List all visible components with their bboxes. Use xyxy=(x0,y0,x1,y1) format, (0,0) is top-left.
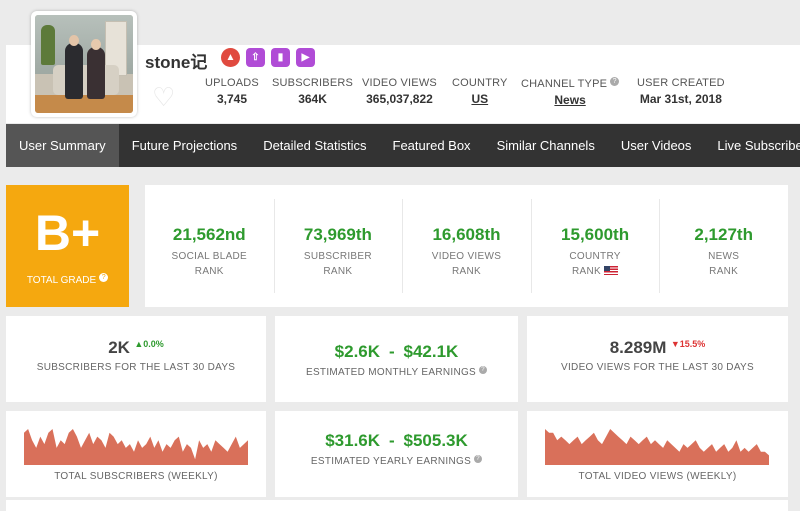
tab-future-projections[interactable]: Future Projections xyxy=(131,138,238,153)
stat-country: COUNTRY US xyxy=(452,77,508,106)
rank-subscriber: 73,969th SUBSCRIBER RANK xyxy=(273,185,403,307)
help-icon[interactable]: ? xyxy=(99,273,109,282)
sparkline-area xyxy=(24,429,248,465)
help-icon[interactable]: ? xyxy=(474,455,483,463)
trend-up-indicator: ▲0.0% xyxy=(134,339,164,349)
video-camera-icon[interactable]: ▶ xyxy=(296,48,315,67)
help-icon[interactable]: ? xyxy=(479,366,488,374)
stat-user-created: USER CREATED Mar 31st, 2018 xyxy=(637,77,725,106)
flame-icon[interactable]: ▲ xyxy=(221,48,240,67)
tab-detailed-statistics[interactable]: Detailed Statistics xyxy=(263,138,367,153)
channel-name: stone记 xyxy=(145,53,208,72)
channel-avatar[interactable] xyxy=(31,11,137,117)
favorite-heart-icon[interactable]: ♡ xyxy=(152,82,176,112)
grade-label: TOTAL GRADE xyxy=(26,275,97,286)
ranks-card: 21,562nd SOCIAL BLADE RANK 73,969th SUBSC… xyxy=(145,185,788,307)
tab-similar-channels[interactable]: Similar Channels xyxy=(496,138,595,153)
tab-user-summary[interactable]: User Summary xyxy=(6,124,119,167)
views-weekly-card: TOTAL VIDEO VIEWS (WEEKLY) xyxy=(527,411,788,497)
subscribers-weekly-card: TOTAL SUBSCRIBERS (WEEKLY) xyxy=(6,411,266,497)
social-badges: ▲ ⇧ ▮ ▶ xyxy=(221,48,315,67)
views-30-days-card: 8.289M ▼15.5% VIDEO VIEWS FOR THE LAST 3… xyxy=(527,316,788,402)
sparkline-area xyxy=(545,429,769,465)
subscribers-sparkline[interactable] xyxy=(24,425,248,465)
monthly-earnings-card: $2.6K - $42.1K ESTIMATED MONTHLY EARNING… xyxy=(275,316,518,402)
us-flag-icon xyxy=(604,266,619,275)
rank-country: 15,600th COUNTRY RANK xyxy=(530,185,660,307)
stat-video-views: VIDEO VIEWS 365,037,822 xyxy=(362,77,437,106)
yearly-earnings-card: $31.6K - $505.3K ESTIMATED YEARLY EARNIN… xyxy=(275,411,518,497)
channel-header xyxy=(6,45,800,123)
rank-video-views: 16,608th VIDEO VIEWS RANK xyxy=(402,185,531,307)
bar-chart-icon[interactable]: ▮ xyxy=(271,48,290,67)
total-grade-card: B+ TOTAL GRADE? xyxy=(6,185,129,307)
next-section-card xyxy=(6,500,788,511)
cloud-upload-icon[interactable]: ⇧ xyxy=(246,48,265,67)
country-link[interactable]: US xyxy=(471,92,489,106)
channel-type-link[interactable]: News xyxy=(554,93,586,107)
tab-nav: User Summary Future Projections Detailed… xyxy=(6,124,800,167)
grade-value: B+ xyxy=(34,205,101,261)
rank-social-blade: 21,562nd SOCIAL BLADE RANK xyxy=(171,225,248,277)
subscribers-30-days-card: 2K ▲0.0% SUBSCRIBERS FOR THE LAST 30 DAY… xyxy=(6,316,266,402)
help-icon[interactable]: ? xyxy=(610,77,620,86)
tab-live-subscriber-count[interactable]: Live Subscriber C xyxy=(717,138,800,153)
tab-user-videos[interactable]: User Videos xyxy=(620,138,692,153)
trend-down-indicator: ▼15.5% xyxy=(670,339,706,349)
stat-subscribers: SUBSCRIBERS 364K xyxy=(272,77,354,106)
rank-news: 2,127th NEWS RANK xyxy=(659,185,788,307)
tab-featured-box[interactable]: Featured Box xyxy=(392,138,471,153)
video-views-sparkline[interactable] xyxy=(545,425,769,465)
stat-uploads: UPLOADS 3,745 xyxy=(205,77,259,106)
stat-channel-type: CHANNEL TYPE? News xyxy=(521,77,620,107)
